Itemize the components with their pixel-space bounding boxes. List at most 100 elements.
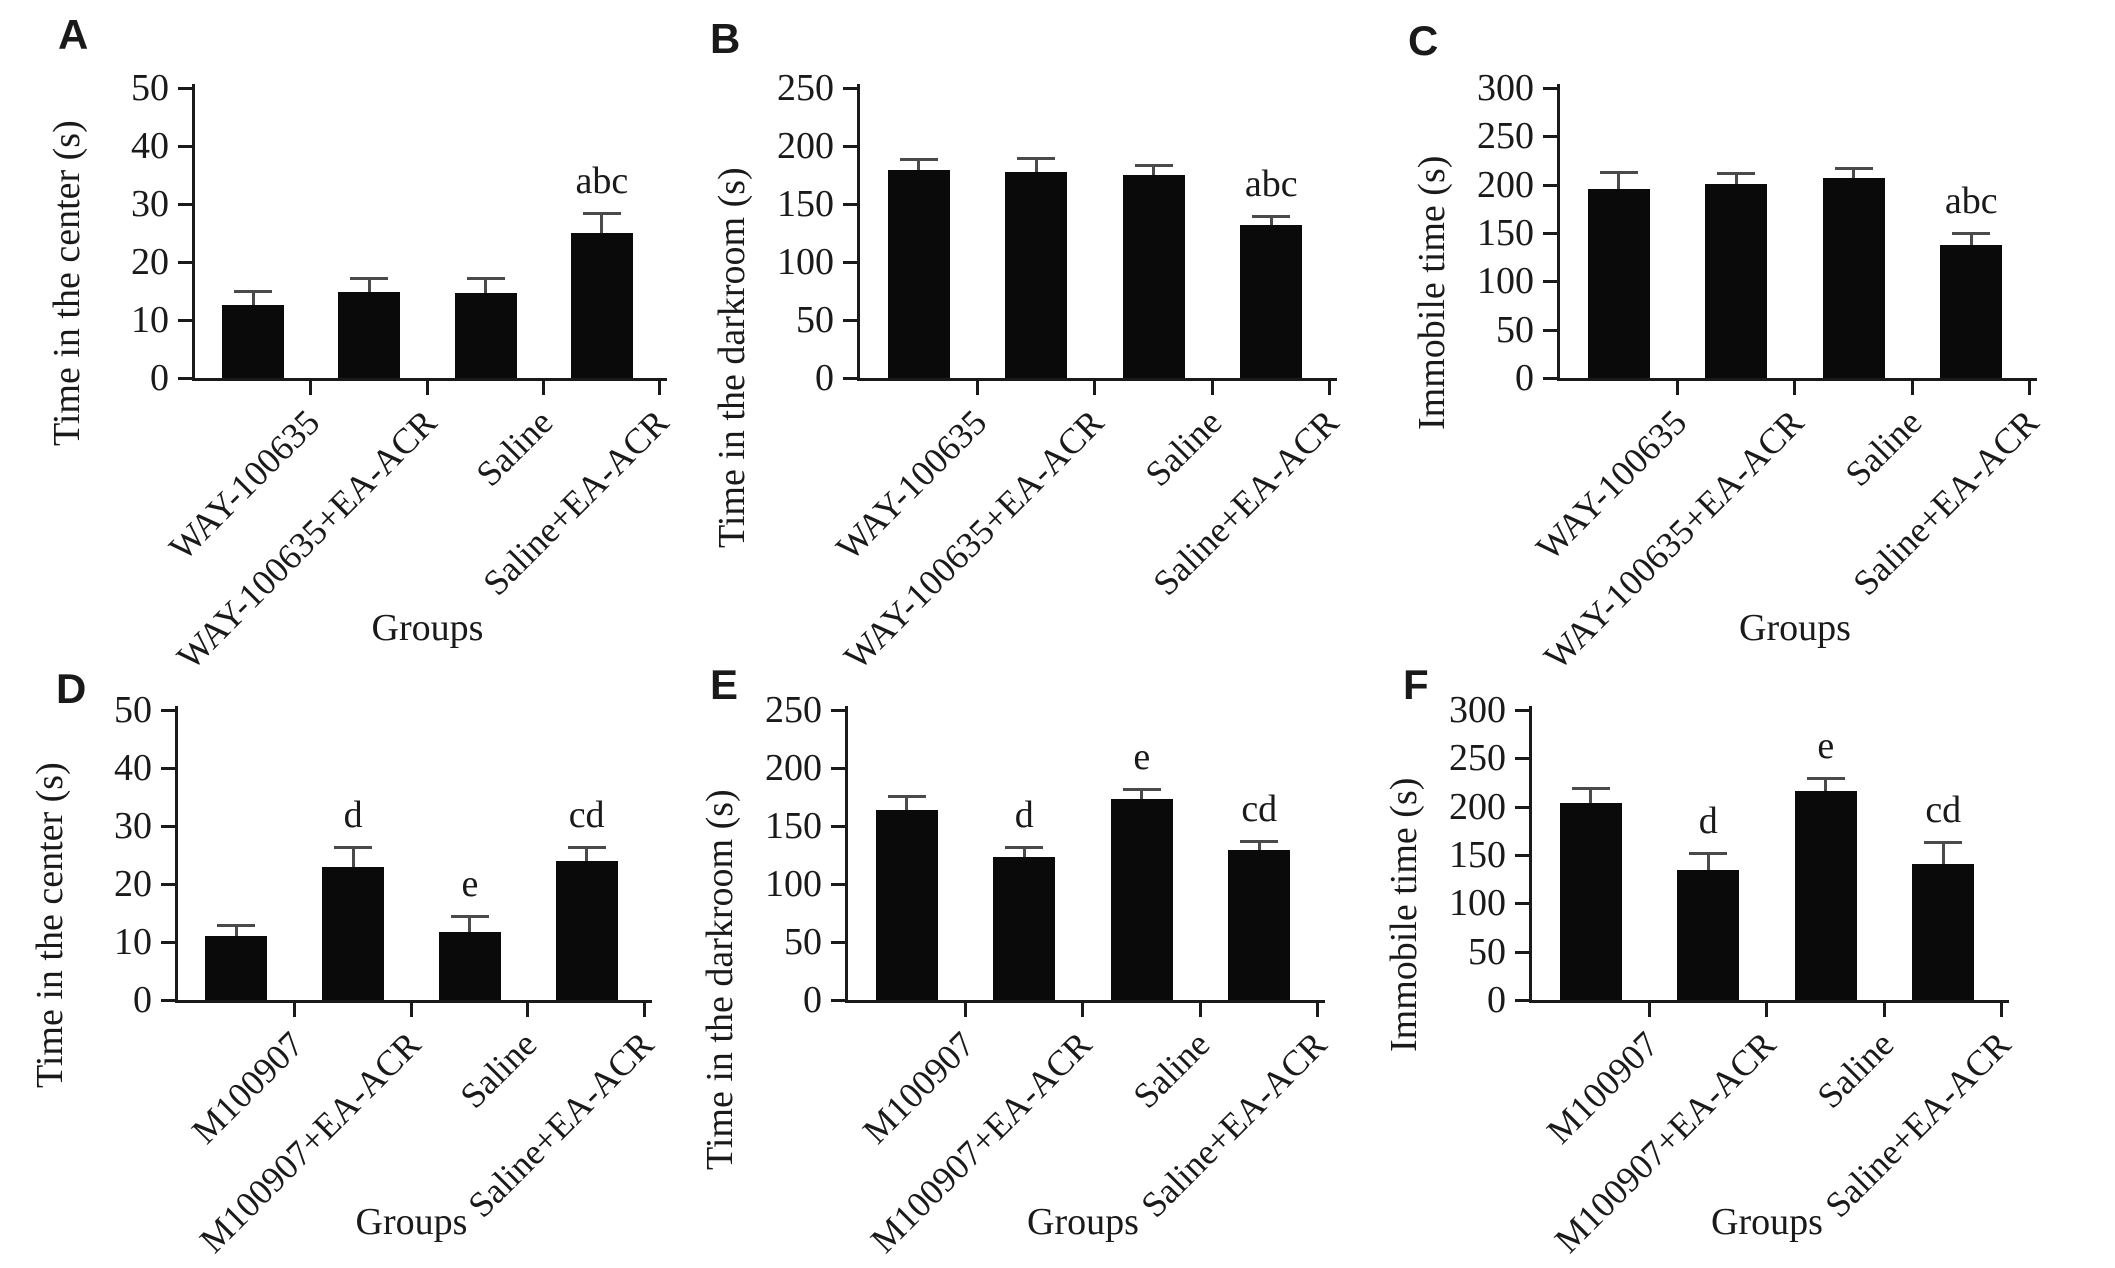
x-tick-mark-E bbox=[1316, 1003, 1319, 1017]
y-tick-mark-F bbox=[1515, 805, 1529, 809]
significance-label-B-4: abc bbox=[1244, 162, 1298, 205]
error-bar-stem-A-3 bbox=[484, 278, 488, 294]
x-tick-mark-D bbox=[526, 1003, 530, 1017]
bar-C-4 bbox=[1940, 244, 2003, 378]
x-axis-line-B bbox=[857, 378, 1337, 381]
panel-letter-C: C bbox=[1408, 17, 1439, 64]
y-tick-label-E: 50 bbox=[784, 921, 822, 963]
error-bar-cap-B-2 bbox=[1017, 156, 1056, 160]
y-tick-label-C: 50 bbox=[1496, 308, 1534, 351]
significance-label-A-4: abc bbox=[575, 159, 629, 202]
y-tick-mark-D bbox=[161, 941, 175, 944]
y-tick-mark-C bbox=[1543, 377, 1557, 380]
error-bar-stem-C-2 bbox=[1734, 174, 1738, 184]
y-axis-line-A bbox=[192, 84, 195, 381]
significance-label-C-4: abc bbox=[1944, 179, 1998, 222]
error-bar-cap-F-4 bbox=[1924, 841, 1963, 845]
error-bar-stem-F-2 bbox=[1706, 854, 1710, 871]
x-tick-mark-A bbox=[425, 381, 429, 395]
error-bar-cap-E-2 bbox=[1005, 846, 1044, 850]
x-tick-mark-C bbox=[2028, 381, 2031, 395]
x-axis-title-A: Groups bbox=[371, 607, 484, 649]
bar-E-3 bbox=[1110, 799, 1173, 1000]
y-tick-mark-E bbox=[831, 767, 845, 770]
y-tick-label-F: 50 bbox=[1468, 930, 1506, 973]
y-tick-label-F: 150 bbox=[1449, 834, 1506, 876]
error-bar-cap-F-3 bbox=[1806, 776, 1845, 780]
error-bar-cap-D-1 bbox=[217, 923, 256, 927]
bar-B-2 bbox=[1005, 171, 1068, 378]
y-tick-label-E: 0 bbox=[803, 979, 822, 1021]
y-tick-label-D: 10 bbox=[114, 921, 152, 963]
x-tick-mark-F bbox=[1882, 1003, 1886, 1017]
y-axis-line-B bbox=[857, 84, 860, 381]
y-tick-label-B: 250 bbox=[777, 67, 834, 109]
error-bar-stem-B-1 bbox=[917, 159, 921, 171]
bar-F-3 bbox=[1794, 791, 1857, 1000]
y-axis-line-C bbox=[1557, 84, 1560, 381]
panel-letter-E: E bbox=[710, 661, 739, 708]
y-tick-label-E: 150 bbox=[765, 805, 822, 847]
y-tick-label-B: 200 bbox=[777, 125, 834, 167]
x-axis-title-E: Groups bbox=[1027, 1201, 1139, 1243]
y-tick-mark-E bbox=[831, 709, 845, 712]
bar-C-1 bbox=[1587, 188, 1650, 378]
x-tick-mark-B bbox=[1093, 381, 1096, 395]
y-tick-mark-E bbox=[831, 941, 845, 944]
y-tick-mark-F bbox=[1515, 709, 1529, 712]
significance-label-E-2: d bbox=[1014, 794, 1034, 837]
significance-label-D-3: e bbox=[461, 863, 479, 906]
y-tick-mark-A bbox=[178, 261, 192, 264]
y-tick-mark-E bbox=[831, 883, 845, 886]
error-bar-stem-C-3 bbox=[1852, 169, 1856, 178]
error-bar-stem-E-4 bbox=[1257, 842, 1261, 851]
bar-B-1 bbox=[887, 170, 950, 378]
x-tick-mark-C bbox=[1675, 381, 1679, 395]
error-bar-cap-F-2 bbox=[1689, 852, 1728, 856]
error-bar-stem-B-2 bbox=[1034, 158, 1038, 172]
error-bar-stem-C-4 bbox=[1969, 233, 1973, 245]
bar-E-4 bbox=[1228, 850, 1291, 1000]
y-tick-label-A: 0 bbox=[150, 357, 169, 399]
x-tick-mark-B bbox=[975, 381, 979, 395]
y-tick-mark-C bbox=[1543, 87, 1557, 90]
y-tick-mark-D bbox=[161, 825, 175, 828]
y-tick-label-F: 250 bbox=[1449, 737, 1506, 780]
y-tick-label-A: 30 bbox=[131, 183, 169, 225]
error-bar-stem-E-3 bbox=[1140, 790, 1144, 800]
x-axis-title-F: Groups bbox=[1711, 1201, 1823, 1243]
error-bar-cap-B-3 bbox=[1134, 163, 1173, 167]
x-tick-mark-A bbox=[658, 381, 661, 395]
error-bar-stem-D-2 bbox=[351, 848, 355, 867]
error-bar-cap-B-4 bbox=[1252, 214, 1291, 218]
bar-F-2 bbox=[1677, 870, 1740, 1000]
bar-A-4 bbox=[570, 233, 633, 378]
error-bar-stem-B-4 bbox=[1269, 216, 1273, 225]
y-tick-label-C: 200 bbox=[1477, 163, 1534, 206]
y-tick-label-C: 100 bbox=[1477, 260, 1534, 303]
y-axis-line-D bbox=[175, 706, 178, 1003]
y-tick-label-F: 100 bbox=[1449, 882, 1506, 925]
y-tick-mark-E bbox=[831, 825, 845, 828]
bar-C-3 bbox=[1822, 177, 1885, 378]
y-tick-label-A: 40 bbox=[131, 125, 169, 167]
y-tick-mark-D bbox=[161, 767, 175, 770]
error-bar-stem-A-2 bbox=[367, 279, 371, 293]
significance-label-F-2: d bbox=[1698, 800, 1718, 843]
y-tick-mark-B bbox=[843, 203, 857, 206]
y-tick-mark-D bbox=[161, 883, 175, 886]
y-tick-label-B: 100 bbox=[777, 241, 834, 283]
error-bar-cap-C-4 bbox=[1952, 231, 1991, 235]
x-tick-mark-D bbox=[409, 1003, 413, 1017]
x-axis-line-A bbox=[192, 378, 667, 381]
bar-A-2 bbox=[338, 292, 401, 378]
y-axis-line-E bbox=[845, 706, 848, 1003]
y-tick-mark-B bbox=[843, 87, 857, 90]
significance-label-E-4: cd bbox=[1241, 788, 1278, 831]
y-tick-label-D: 0 bbox=[133, 979, 152, 1021]
y-tick-mark-A bbox=[178, 377, 192, 380]
y-tick-mark-F bbox=[1515, 854, 1529, 857]
x-tick-mark-C bbox=[1910, 381, 1914, 395]
error-bar-stem-E-1 bbox=[905, 797, 909, 810]
y-tick-label-D: 40 bbox=[114, 747, 152, 789]
